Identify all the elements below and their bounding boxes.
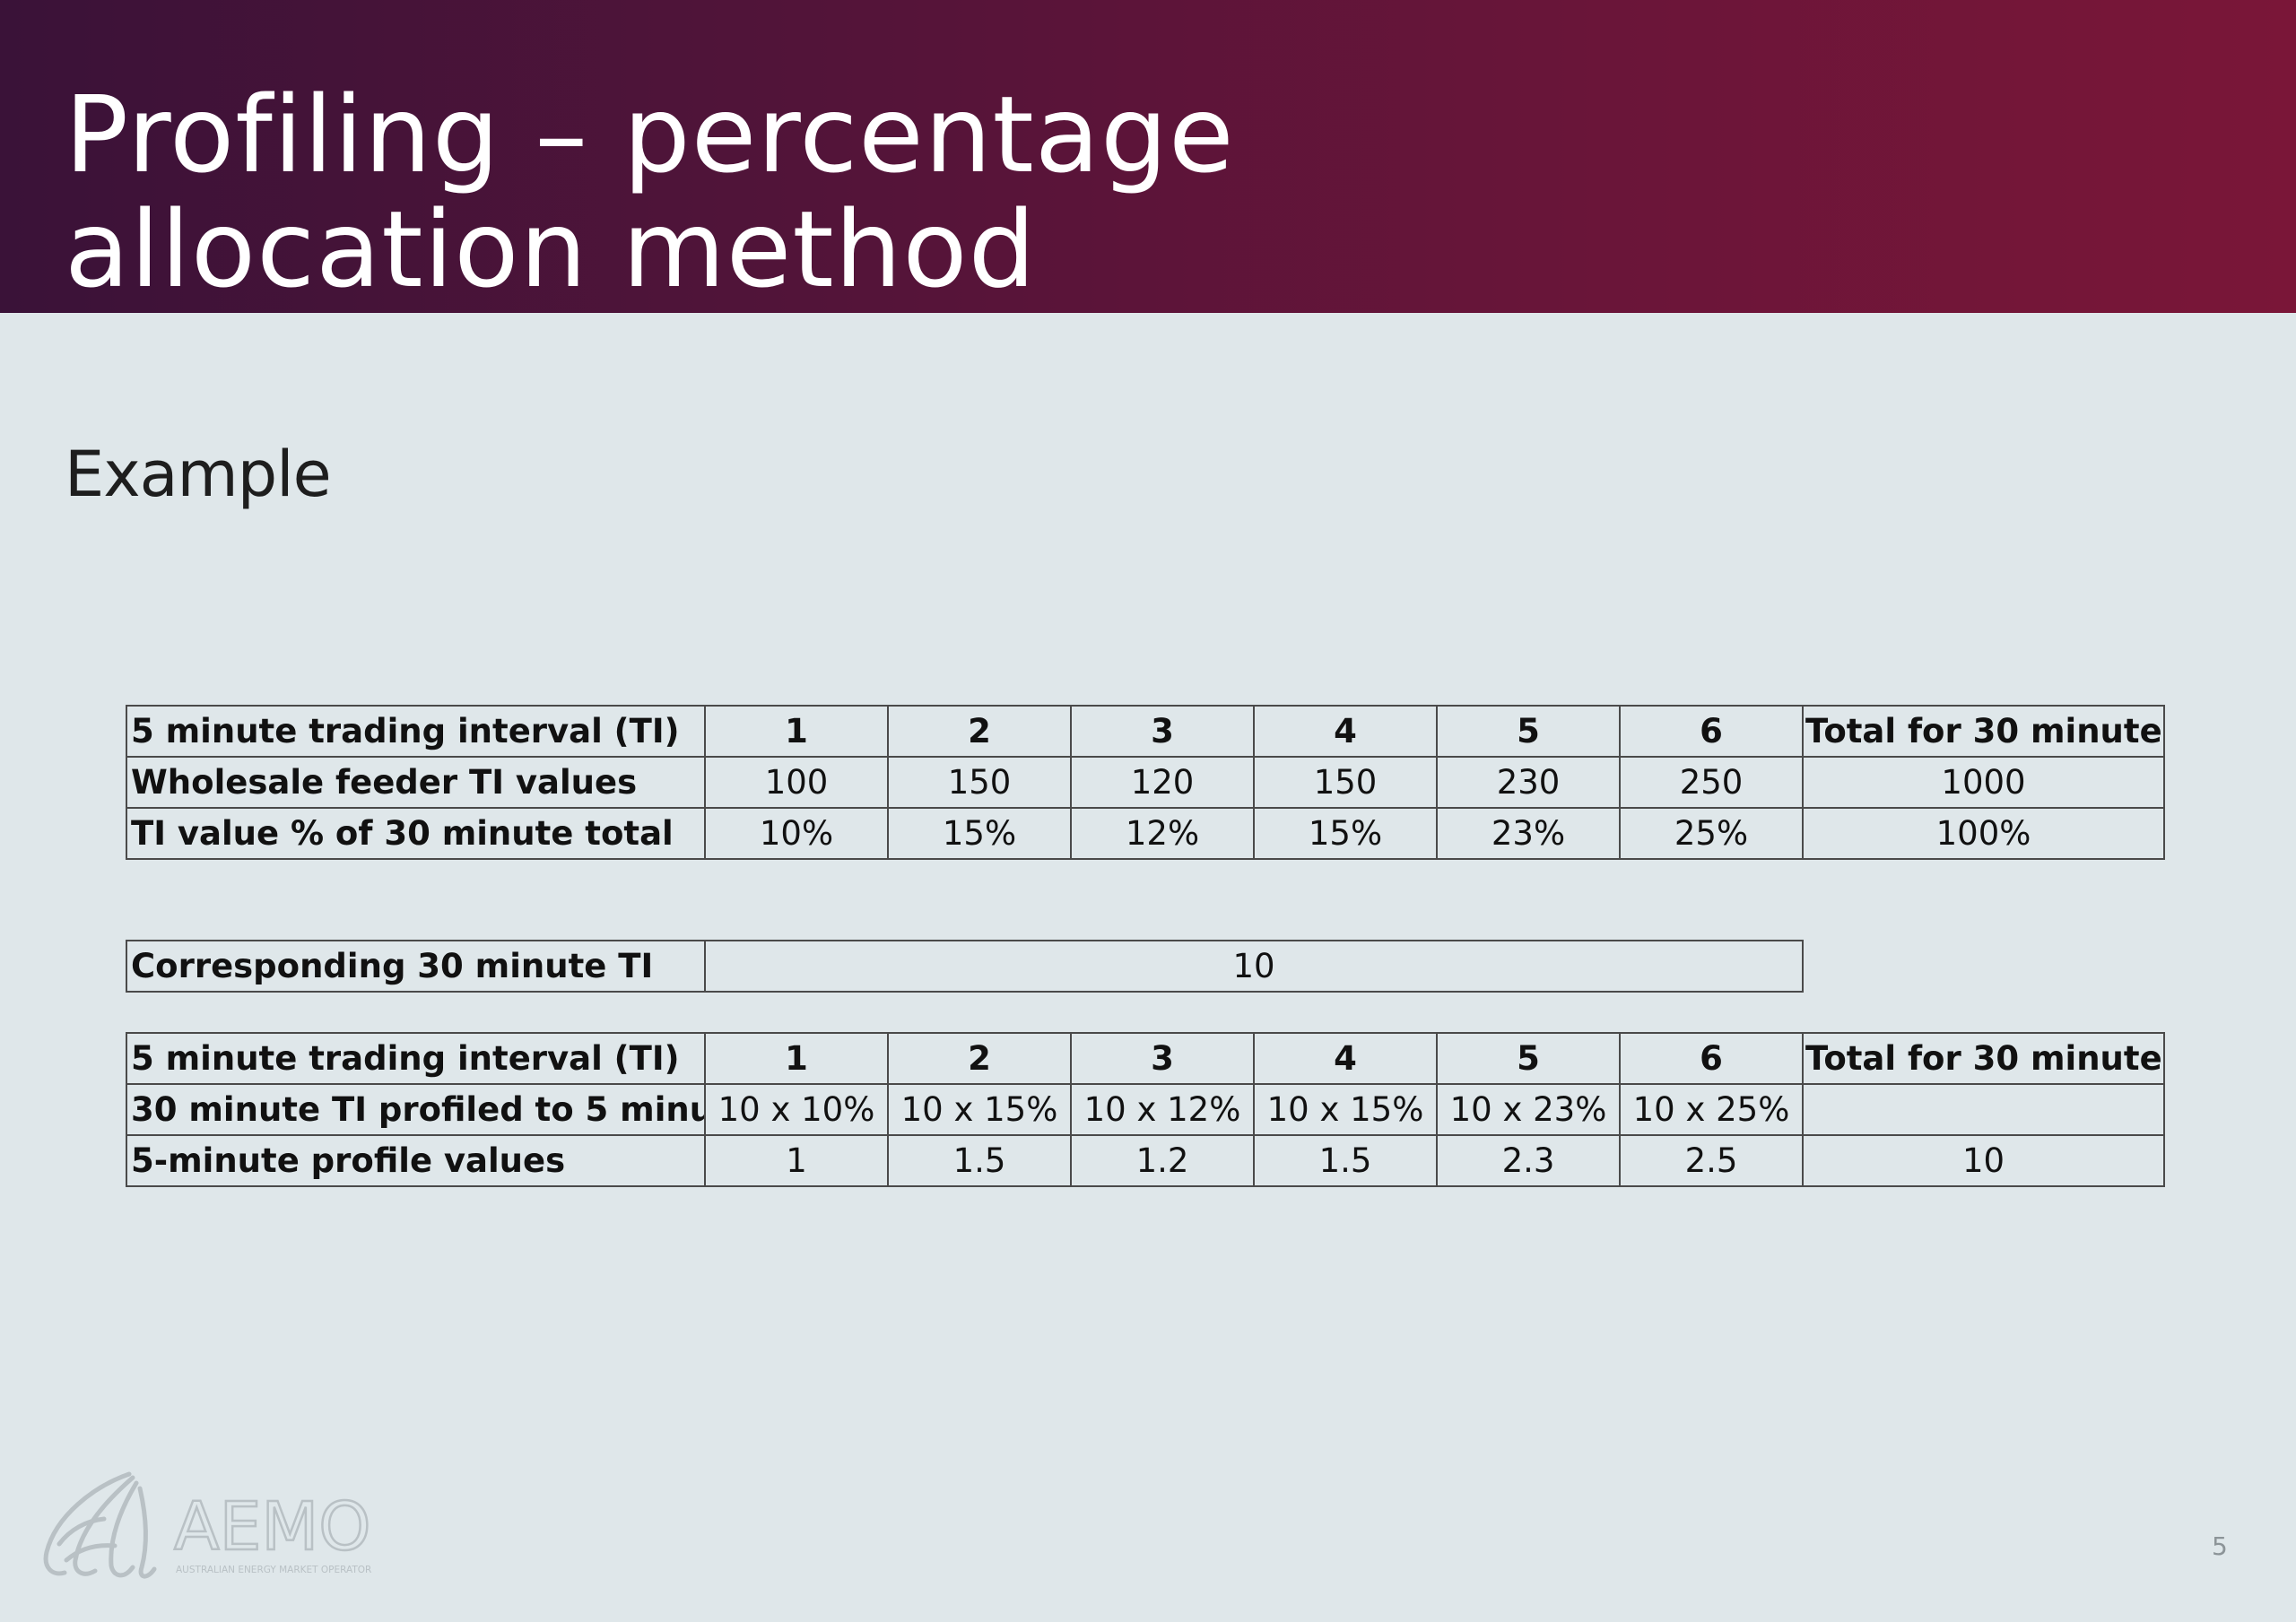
table-header-cell: 4 — [1253, 705, 1438, 758]
aemo-logo: AEMO AUSTRALIAN ENERGY MARKET OPERATOR — [43, 1471, 372, 1579]
table-header-cell: Total for 30 minutes — [1802, 705, 2165, 758]
table-header-cell: 5 minute trading interval (TI) — [126, 1032, 706, 1085]
page-number: 5 — [2212, 1531, 2228, 1561]
table-cell: 1 — [704, 1134, 889, 1187]
slide-title-line1: Profiling – percentage — [65, 73, 1235, 196]
table-cell: 10 x 10% — [704, 1083, 889, 1136]
table-cell: 100 — [704, 756, 889, 809]
table-cell: 120 — [1070, 756, 1255, 809]
table-row: Wholesale feeder TI values 100 150 120 1… — [126, 756, 2165, 809]
table-header-cell: 1 — [704, 705, 889, 758]
table-cell: 10 — [704, 940, 1804, 993]
slide-title: Profiling – percentage allocation method — [65, 77, 1235, 307]
table-row-label: Corresponding 30 minute TI — [126, 940, 706, 993]
table-cell: 12% — [1070, 807, 1255, 860]
table-cell: 2.3 — [1436, 1134, 1621, 1187]
table-row: TI value % of 30 minute total 10% 15% 12… — [126, 807, 2165, 860]
table-cell: 230 — [1436, 756, 1621, 809]
slide-title-line2: allocation method — [65, 187, 1037, 311]
table-header-cell: 5 — [1436, 1032, 1621, 1085]
table-header-cell: 3 — [1070, 1032, 1255, 1085]
table-header-row: 5 minute trading interval (TI) 1 2 3 4 5… — [126, 1032, 2165, 1085]
table-cell: 15% — [887, 807, 1072, 860]
table-cell: 10% — [704, 807, 889, 860]
table-cell: 25% — [1619, 807, 1804, 860]
table-header-cell: 6 — [1619, 705, 1804, 758]
table-header-row: 5 minute trading interval (TI) 1 2 3 4 5… — [126, 705, 2165, 758]
ti-values-table: 5 minute trading interval (TI) 1 2 3 4 5… — [126, 705, 2165, 860]
table-cell: 23% — [1436, 807, 1621, 860]
table-cell — [1802, 1083, 2165, 1136]
table-header-cell: 2 — [887, 1032, 1072, 1085]
table-cell: 10 x 15% — [887, 1083, 1072, 1136]
table-cell: 10 x 25% — [1619, 1083, 1804, 1136]
table-row-label: Wholesale feeder TI values — [126, 756, 706, 809]
table-cell: 10 x 12% — [1070, 1083, 1255, 1136]
table-row-label: 30 minute TI profiled to 5 minute — [126, 1083, 706, 1136]
table-row-label: TI value % of 30 minute total — [126, 807, 706, 860]
corresponding-ti-table: Corresponding 30 minute TI 10 — [126, 940, 1804, 993]
table-row: 30 minute TI profiled to 5 minute 10 x 1… — [126, 1083, 2165, 1136]
table-header-cell: 6 — [1619, 1032, 1804, 1085]
table-header-cell: 5 minute trading interval (TI) — [126, 705, 706, 758]
table-cell: 1.5 — [887, 1134, 1072, 1187]
table-header-cell: 4 — [1253, 1032, 1438, 1085]
table-cell: 10 x 15% — [1253, 1083, 1438, 1136]
table-cell: 1.5 — [1253, 1134, 1438, 1187]
table-cell: 150 — [1253, 756, 1438, 809]
aemo-wordmark: AEMO — [174, 1488, 370, 1566]
slide-subtitle: Example — [65, 438, 332, 511]
table-header-cell: Total for 30 minutes — [1802, 1032, 2165, 1085]
table-cell: 15% — [1253, 807, 1438, 860]
table-cell: 10 x 23% — [1436, 1083, 1621, 1136]
table-header-cell: 5 — [1436, 705, 1621, 758]
title-banner: Profiling – percentage allocation method — [0, 0, 2296, 313]
table-cell: 100% — [1802, 807, 2165, 860]
table-header-cell: 1 — [704, 1032, 889, 1085]
aemo-tagline: AUSTRALIAN ENERGY MARKET OPERATOR — [176, 1565, 371, 1575]
table-cell: 150 — [887, 756, 1072, 809]
table-cell: 1.2 — [1070, 1134, 1255, 1187]
table-cell: 250 — [1619, 756, 1804, 809]
profiled-values-table: 5 minute trading interval (TI) 1 2 3 4 5… — [126, 1032, 2165, 1187]
table-row-label: 5-minute profile values — [126, 1134, 706, 1187]
table-row: 5-minute profile values 1 1.5 1.2 1.5 2.… — [126, 1134, 2165, 1187]
table-cell: 10 — [1802, 1134, 2165, 1187]
aemo-swirl-logo-icon — [43, 1471, 157, 1579]
table-header-cell: 3 — [1070, 705, 1255, 758]
table-cell: 1000 — [1802, 756, 2165, 809]
table-cell: 2.5 — [1619, 1134, 1804, 1187]
table-header-cell: 2 — [887, 705, 1072, 758]
table-row: Corresponding 30 minute TI 10 — [126, 940, 1804, 993]
